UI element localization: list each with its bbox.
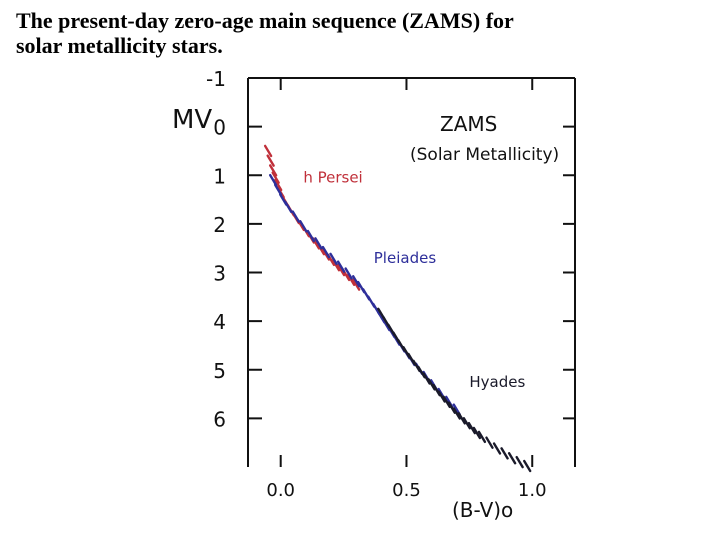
data-point [329,252,338,266]
data-point [427,378,436,391]
data-point [515,455,524,469]
annotation-h-persei: h Persei [303,169,362,187]
data-point [422,372,431,385]
x-tick-label: 1.0 [518,480,547,501]
y-tick-label: 1 [213,164,226,188]
data-point [523,459,532,473]
data-point [351,278,361,291]
data-point [268,173,278,187]
data-point [462,417,472,430]
chart-title: ZAMS [440,112,497,136]
data-point [336,263,346,277]
data-point [336,260,346,273]
y-tick-label: 5 [213,359,226,383]
data-point [492,442,502,455]
x-axis-label: (B-V)o [452,498,513,522]
data-point [472,426,482,440]
data-point [447,401,456,414]
axis-ticks [248,77,575,467]
data-series [263,144,532,473]
data-point [299,220,308,233]
x-tick-label: 0.5 [392,480,421,501]
data-point [273,183,283,197]
data-point [266,154,275,167]
data-point [321,245,331,259]
chart-labels: -1 0 1 2 3 4 5 6 0.0 0.5 1.0 MV (B-V)o ZAMS (Solar Met… [172,67,559,522]
data-point [437,390,446,403]
data-point [467,421,477,435]
annotation-hyades: Hyades [469,373,525,391]
data-point [271,171,280,184]
annotation-pleiades: Pleiades [374,249,437,267]
series-hyades [377,307,532,473]
data-point [500,447,509,460]
data-point [442,395,451,409]
data-point [306,229,316,243]
data-point [477,430,487,444]
data-point [351,275,361,288]
slide-title-line-2: solar metallicity stars. [16,33,223,58]
y-tick-label: 2 [213,213,226,237]
data-point [507,452,517,465]
plot-frame [247,77,576,467]
chart-subtitle: (Solar Metallicity) [410,145,559,165]
y-tick-label: 3 [213,262,226,286]
y-axis-label: MV [172,105,212,135]
y-tick-label: 4 [213,310,226,334]
data-point [452,407,461,420]
slide-title: The present-day zero-age main sequence (… [16,8,706,58]
data-point [485,436,494,449]
slide-title-line-1: The present-day zero-age main sequence (… [16,8,514,33]
y-tick-label: 6 [213,407,226,431]
y-tick-label: -1 [206,67,226,91]
series-pleiades [268,173,461,416]
y-tick-label: 0 [213,116,226,140]
data-point [263,144,273,158]
data-point [314,237,323,250]
data-point [457,412,467,425]
data-point [291,210,300,223]
data-point [321,248,331,261]
data-point [268,164,278,177]
x-tick-label: 0.0 [266,480,295,501]
data-point [273,178,283,192]
data-point [284,200,293,214]
data-point [344,267,353,280]
